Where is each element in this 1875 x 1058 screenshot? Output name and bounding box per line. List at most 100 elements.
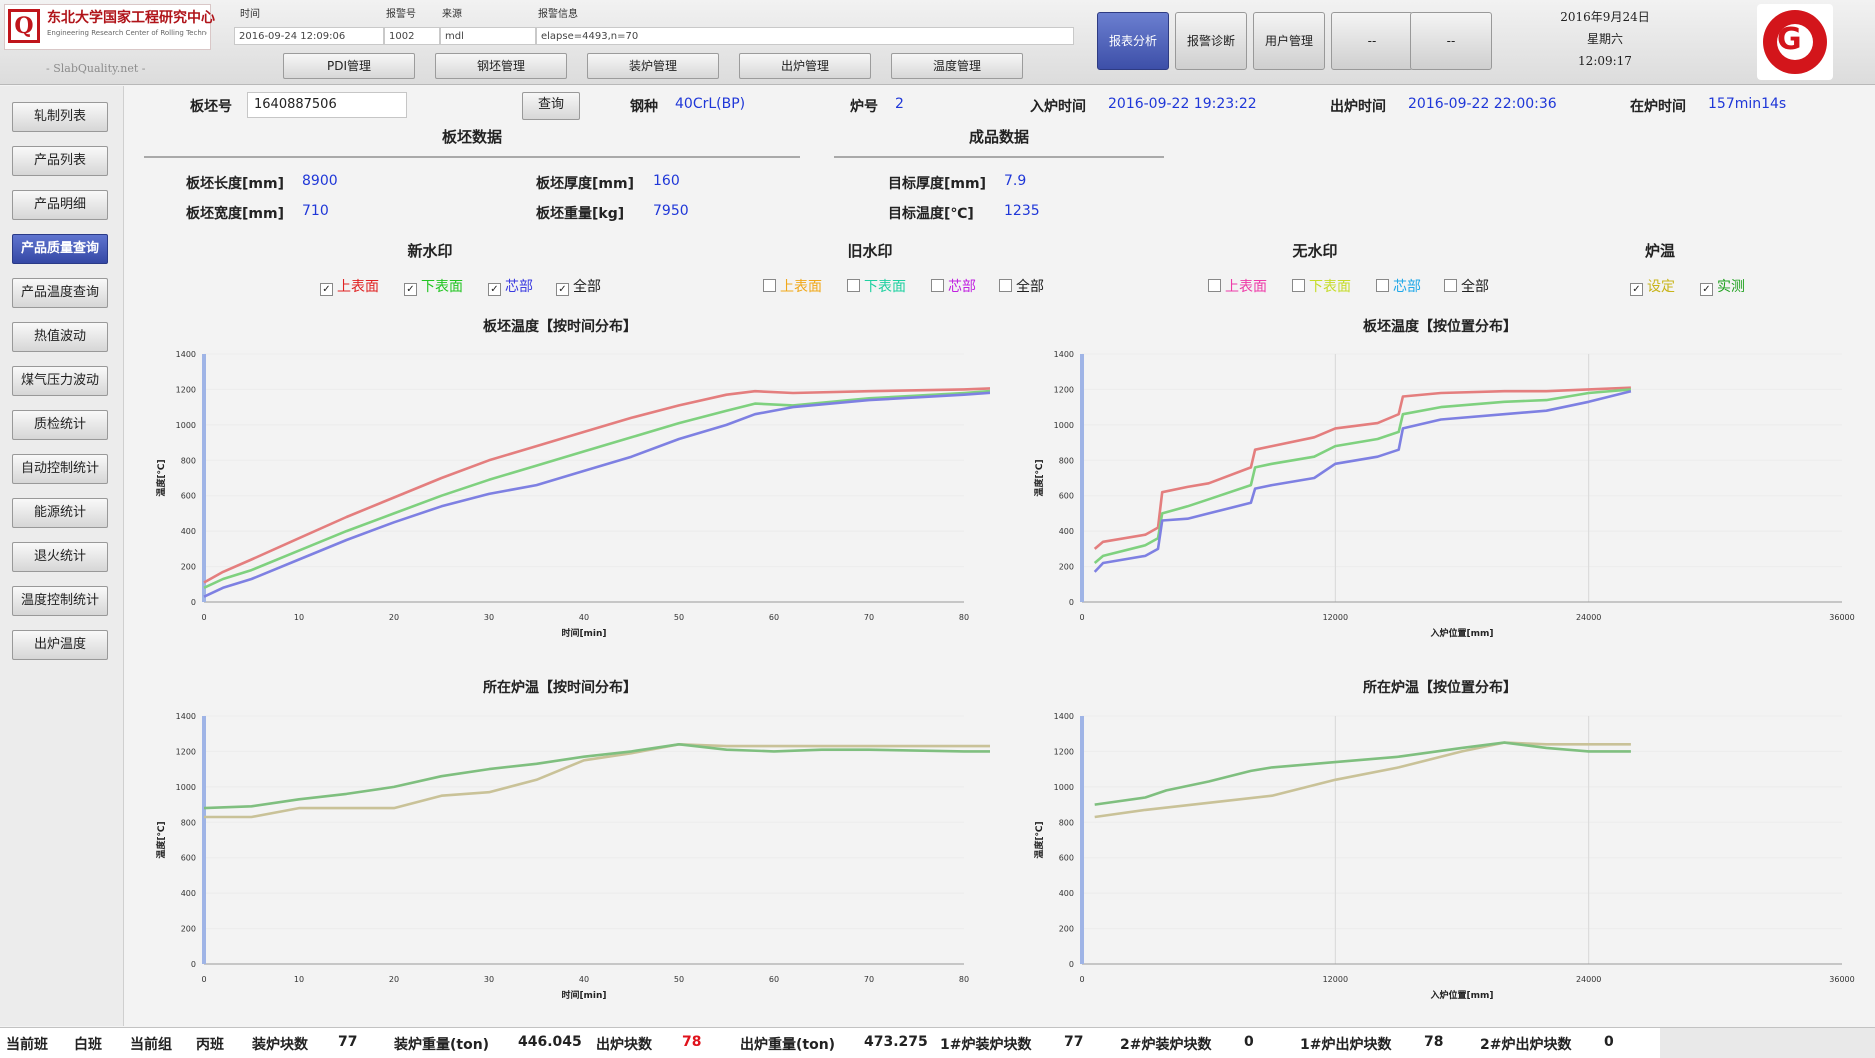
sidebar-item-3[interactable]: 产品明细 <box>12 190 108 220</box>
x-tick-label: 60 <box>769 613 779 622</box>
product-data-title: 成品数据 <box>968 128 1029 146</box>
checkmark-icon: ✓ <box>1700 283 1713 296</box>
charge-time-label: 入炉时间 <box>1030 99 1086 115</box>
x-tick-label: 20 <box>389 975 399 984</box>
product-data-divider <box>834 156 1164 158</box>
shift-value: 白班 <box>74 1037 102 1053</box>
x-tick-label: 40 <box>579 975 589 984</box>
user-management-button[interactable]: 用户管理 <box>1253 12 1325 70</box>
f2-discharge-label: 2#炉出炉块数 <box>1480 1037 1572 1053</box>
filter-3-3-checkbox[interactable]: 芯部 <box>1376 276 1421 296</box>
alarm-header-source: 来源 <box>442 9 462 20</box>
alarm-diagnosis-button[interactable]: 报警诊断 <box>1175 12 1247 70</box>
f1-discharge-value: 78 <box>1424 1034 1444 1050</box>
x-tick-label: 0 <box>1079 613 1084 622</box>
sidebar-item-2[interactable]: 产品列表 <box>12 146 108 176</box>
slogan: - SlabQuality.net - <box>46 62 146 75</box>
slab-no-input[interactable]: 1640887506 <box>247 92 407 118</box>
query-button[interactable]: 查询 <box>522 92 580 120</box>
report-analysis-button[interactable]: 报表分析 <box>1097 12 1169 70</box>
discharging-management-button[interactable]: 出炉管理 <box>739 53 871 79</box>
slab-width-label: 板坯宽度[mm] <box>186 206 284 222</box>
y-tick-label: 1000 <box>1054 783 1074 792</box>
series-line-1 <box>1094 741 1631 819</box>
status-bar: 当前班 白班 当前组 丙班 装炉块数 77 装炉重量(ton) 446.045 … <box>0 1027 1875 1058</box>
sidebar-item-10[interactable]: 能源统计 <box>12 498 108 528</box>
filter-4-2-checkbox[interactable]: ✓ 实测 <box>1700 276 1745 296</box>
filter-3-2-checkbox[interactable]: 下表面 <box>1292 276 1351 296</box>
filter-4-1-checkbox[interactable]: ✓ 设定 <box>1630 276 1675 296</box>
filter-2-1-checkbox[interactable]: 上表面 <box>763 276 822 296</box>
sidebar-item-4[interactable]: 产品质量查询 <box>12 234 108 264</box>
sidebar-item-7[interactable]: 煤气压力波动 <box>12 366 108 396</box>
chart-slab-temp-by-time: 0 200 400 600 800 1000 1200 1400 0 10 20 30 40 50 60 70… <box>155 350 990 639</box>
x-tick-label: 0 <box>201 975 206 984</box>
filter-3-1-checkbox[interactable]: 上表面 <box>1208 276 1267 296</box>
empty-checkbox-icon <box>763 279 776 292</box>
y-tick-label: 400 <box>1059 527 1074 536</box>
filter-3-4-checkbox[interactable]: 全部 <box>1444 276 1489 296</box>
y-tick-label: 400 <box>1059 889 1074 898</box>
filter-1-2-checkbox[interactable]: ✓ 下表面 <box>404 276 463 296</box>
in-furnace-time-value: 157min14s <box>1708 96 1787 112</box>
filter-group-title-4: 炉温 <box>1644 242 1675 260</box>
chart-title-furnace-position: 所在炉温【按位置分布】 <box>1363 680 1517 696</box>
filter-2-4-checkbox[interactable]: 全部 <box>999 276 1044 296</box>
sidebar-item-1[interactable]: 轧制列表 <box>12 102 108 132</box>
slab-length-value: 8900 <box>302 173 338 189</box>
shift-label: 当前班 <box>6 1037 48 1053</box>
chart-slab-temp-by-position: 0 200 400 600 800 1000 1200 1400 0 12000 24000 3600… <box>1033 350 1855 639</box>
x-axis-label: 入炉位置[mm] <box>1430 989 1494 1001</box>
y-tick-label: 0 <box>1069 598 1074 607</box>
y-tick-label: 1200 <box>1054 385 1074 394</box>
alarm-time-field: 2016-09-24 12:09:06 <box>234 27 384 45</box>
filter-label: 芯部 <box>505 279 533 295</box>
empty-checkbox-icon <box>999 279 1012 292</box>
clock-time: 12:09:17 <box>1578 54 1632 68</box>
pdi-management-button[interactable]: PDI管理 <box>283 53 415 79</box>
y-tick-label: 1400 <box>176 350 196 359</box>
x-tick-label: 36000 <box>1829 613 1854 622</box>
slab-weight-label: 板坯重量[kg] <box>536 206 625 222</box>
sidebar-item-12[interactable]: 温度控制统计 <box>12 586 108 616</box>
sidebar-item-13[interactable]: 出炉温度 <box>12 630 108 660</box>
target-temp-value: 1235 <box>1004 203 1040 219</box>
discharge-weight-label: 出炉重量(ton) <box>740 1037 836 1053</box>
series-line-1 <box>1093 386 1631 550</box>
chart-furnace-temp-by-time: 0 200 400 600 800 1000 1200 1400 0 10 20 30 40 50 60 70… <box>155 712 990 1001</box>
chart-title-furnace-time: 所在炉温【按时间分布】 <box>483 680 637 696</box>
filter-label: 下表面 <box>1309 279 1351 295</box>
f2-charge-label: 2#炉装炉块数 <box>1120 1037 1212 1053</box>
y-tick-label: 800 <box>1059 818 1074 827</box>
charging-management-button[interactable]: 装炉管理 <box>587 53 719 79</box>
slab-management-button[interactable]: 钢坯管理 <box>435 53 567 79</box>
y-tick-label: 200 <box>181 563 196 572</box>
filter-label: 下表面 <box>864 279 906 295</box>
sidebar-item-8[interactable]: 质检统计 <box>12 410 108 440</box>
sidebar-item-9[interactable]: 自动控制统计 <box>12 454 108 484</box>
alarm-no-field: 1002 <box>384 27 440 45</box>
slab-weight-value: 7950 <box>653 203 689 219</box>
sidebar-item-5[interactable]: 产品温度查询 <box>12 278 108 308</box>
discharge-count-value: 78 <box>682 1034 702 1050</box>
filter-2-2-checkbox[interactable]: 下表面 <box>847 276 906 296</box>
f1-charge-value: 77 <box>1064 1034 1084 1050</box>
y-tick-label: 1200 <box>176 747 196 756</box>
sidebar-item-11[interactable]: 退火统计 <box>12 542 108 572</box>
blank-button-2[interactable]: -- <box>1410 12 1492 70</box>
discharge-count-label: 出炉块数 <box>596 1037 652 1053</box>
x-tick-label: 24000 <box>1576 975 1601 984</box>
y-tick-label: 800 <box>181 818 196 827</box>
x-tick-label: 36000 <box>1829 975 1854 984</box>
filter-1-1-checkbox[interactable]: ✓ 上表面 <box>320 276 379 296</box>
blank-button-1[interactable]: -- <box>1331 12 1413 70</box>
sidebar-item-6[interactable]: 热值波动 <box>12 322 108 352</box>
clock-date: 2016年9月24日 <box>1560 10 1650 24</box>
y-axis-label: 温度[℃] <box>1033 459 1045 496</box>
temperature-management-button[interactable]: 温度管理 <box>891 53 1023 79</box>
filter-1-4-checkbox[interactable]: ✓ 全部 <box>556 276 601 296</box>
filter-2-3-checkbox[interactable]: 芯部 <box>931 276 976 296</box>
y-axis-label: 温度[℃] <box>1033 821 1045 858</box>
series-line-3 <box>1093 389 1632 573</box>
filter-1-3-checkbox[interactable]: ✓ 芯部 <box>488 276 533 296</box>
